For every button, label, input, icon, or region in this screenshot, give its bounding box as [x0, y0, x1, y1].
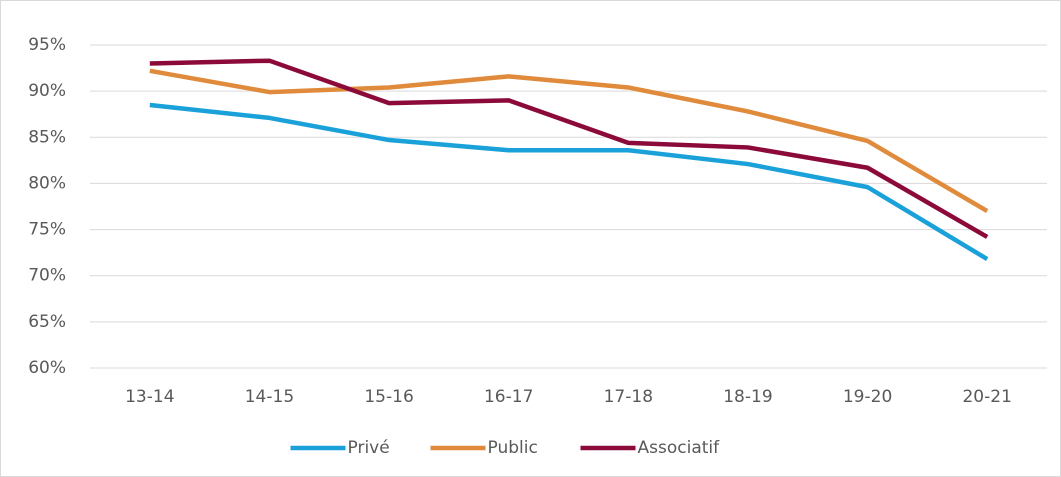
x-tick-label: 14-15: [245, 387, 294, 407]
x-tick-label: 17-18: [604, 387, 653, 407]
legend-label: Public: [488, 438, 538, 458]
y-tick-label: 85%: [28, 127, 66, 147]
series-line: [149, 58, 989, 239]
x-tick-label: 13-14: [125, 387, 174, 407]
y-tick-label: 65%: [28, 312, 66, 332]
legend-label: Privé: [348, 438, 390, 458]
y-tick-label: 70%: [28, 266, 66, 286]
legend-label: Associatif: [638, 438, 721, 458]
x-tick-label: 20-21: [962, 387, 1011, 407]
y-tick-label: 90%: [28, 81, 66, 101]
series-line: [149, 68, 989, 214]
y-tick-label: 75%: [28, 220, 66, 240]
y-tick-label: 80%: [28, 173, 66, 193]
series-line: [149, 102, 989, 262]
x-tick-label: 18-19: [723, 387, 772, 407]
y-tick-label: 60%: [28, 358, 66, 378]
y-tick-label: 95%: [28, 35, 66, 55]
x-tick-label: 19-20: [843, 387, 892, 407]
x-tick-label: 16-17: [484, 387, 533, 407]
x-tick-label: 15-16: [364, 387, 413, 407]
